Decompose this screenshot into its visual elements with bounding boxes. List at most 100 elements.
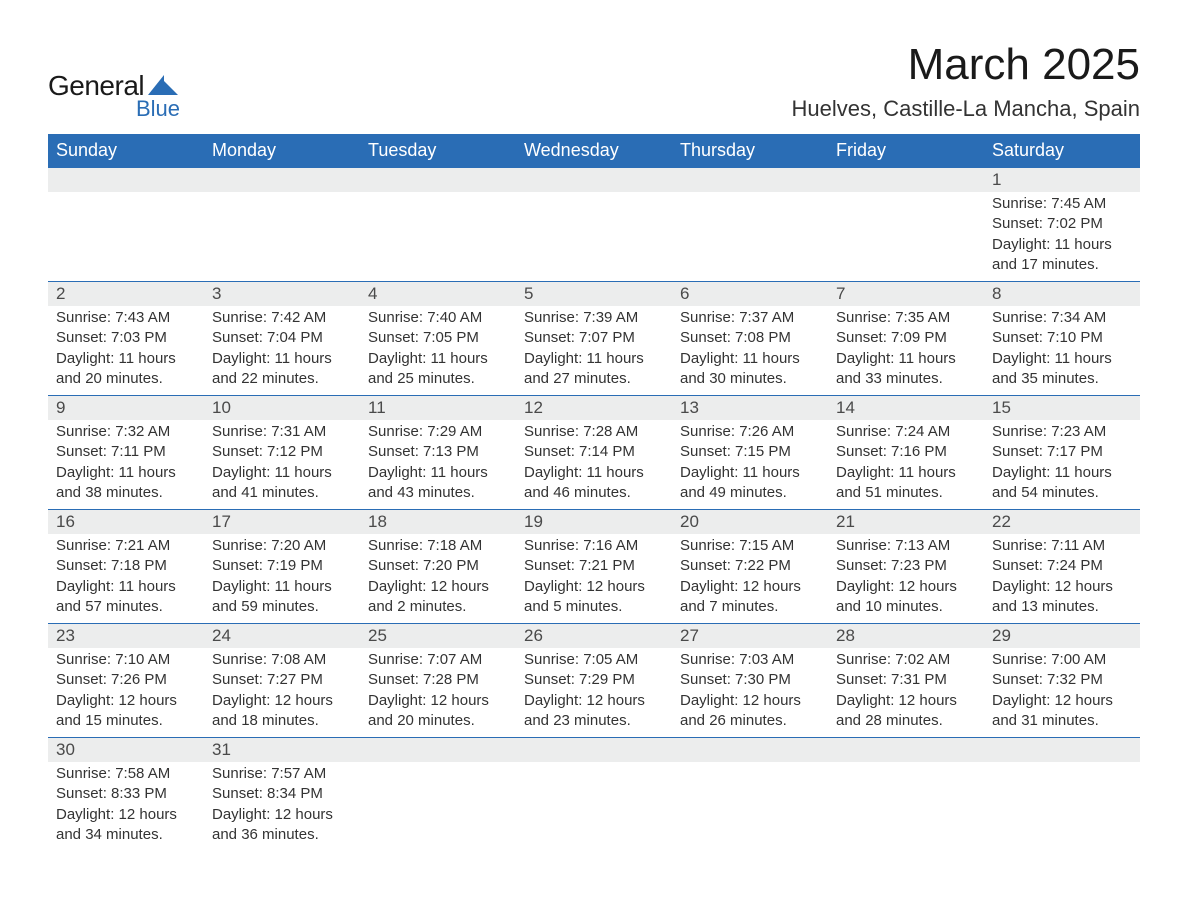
sunset-text: Sunset: 7:03 PM: [56, 328, 196, 348]
calendar-week-row: 16Sunrise: 7:21 AMSunset: 7:18 PMDayligh…: [48, 510, 1140, 624]
day-details: Sunrise: 7:45 AMSunset: 7:02 PMDaylight:…: [984, 192, 1140, 281]
calendar-cell: [828, 738, 984, 852]
logo-triangle-1: [148, 75, 164, 95]
day-details: Sunrise: 7:31 AMSunset: 7:12 PMDaylight:…: [204, 420, 360, 509]
day-details: Sunrise: 7:34 AMSunset: 7:10 PMDaylight:…: [984, 306, 1140, 395]
sunset-text: Sunset: 7:08 PM: [680, 328, 820, 348]
day-number: 23: [48, 624, 204, 648]
day-number: 19: [516, 510, 672, 534]
day-details: Sunrise: 7:13 AMSunset: 7:23 PMDaylight:…: [828, 534, 984, 623]
day-number: 11: [360, 396, 516, 420]
empty-day-header: [48, 168, 204, 192]
sunset-text: Sunset: 7:32 PM: [992, 670, 1132, 690]
day-details: Sunrise: 7:23 AMSunset: 7:17 PMDaylight:…: [984, 420, 1140, 509]
daylight-text: Daylight: 11 hours and 49 minutes.: [680, 463, 820, 504]
weekday-header: Saturday: [984, 134, 1140, 168]
day-number: 13: [672, 396, 828, 420]
day-details: Sunrise: 7:26 AMSunset: 7:15 PMDaylight:…: [672, 420, 828, 509]
day-details: Sunrise: 7:37 AMSunset: 7:08 PMDaylight:…: [672, 306, 828, 395]
day-details: Sunrise: 7:24 AMSunset: 7:16 PMDaylight:…: [828, 420, 984, 509]
day-number: 16: [48, 510, 204, 534]
sunset-text: Sunset: 7:19 PM: [212, 556, 352, 576]
calendar-cell: 22Sunrise: 7:11 AMSunset: 7:24 PMDayligh…: [984, 510, 1140, 624]
day-details: Sunrise: 7:35 AMSunset: 7:09 PMDaylight:…: [828, 306, 984, 395]
calendar-header-row: SundayMondayTuesdayWednesdayThursdayFrid…: [48, 134, 1140, 168]
calendar-cell: 3Sunrise: 7:42 AMSunset: 7:04 PMDaylight…: [204, 282, 360, 396]
daylight-text: Daylight: 12 hours and 34 minutes.: [56, 805, 196, 846]
calendar-cell: [828, 168, 984, 282]
daylight-text: Daylight: 11 hours and 17 minutes.: [992, 235, 1132, 276]
sunrise-text: Sunrise: 7:18 AM: [368, 536, 508, 556]
sunset-text: Sunset: 7:20 PM: [368, 556, 508, 576]
calendar-cell: [360, 738, 516, 852]
sunset-text: Sunset: 7:15 PM: [680, 442, 820, 462]
sunrise-text: Sunrise: 7:10 AM: [56, 650, 196, 670]
calendar-cell: [204, 168, 360, 282]
sunset-text: Sunset: 8:33 PM: [56, 784, 196, 804]
calendar-cell: [516, 738, 672, 852]
day-number: 2: [48, 282, 204, 306]
sunset-text: Sunset: 7:11 PM: [56, 442, 196, 462]
daylight-text: Daylight: 12 hours and 31 minutes.: [992, 691, 1132, 732]
calendar-cell: 19Sunrise: 7:16 AMSunset: 7:21 PMDayligh…: [516, 510, 672, 624]
sunrise-text: Sunrise: 7:35 AM: [836, 308, 976, 328]
sunset-text: Sunset: 7:17 PM: [992, 442, 1132, 462]
calendar-cell: 11Sunrise: 7:29 AMSunset: 7:13 PMDayligh…: [360, 396, 516, 510]
header: General Blue March 2025 Huelves, Castill…: [48, 40, 1140, 122]
daylight-text: Daylight: 12 hours and 26 minutes.: [680, 691, 820, 732]
sunset-text: Sunset: 7:24 PM: [992, 556, 1132, 576]
calendar-cell: 12Sunrise: 7:28 AMSunset: 7:14 PMDayligh…: [516, 396, 672, 510]
weekday-header: Friday: [828, 134, 984, 168]
sunrise-text: Sunrise: 7:03 AM: [680, 650, 820, 670]
day-number: 12: [516, 396, 672, 420]
logo: General Blue: [48, 40, 180, 122]
sunset-text: Sunset: 7:02 PM: [992, 214, 1132, 234]
sunrise-text: Sunrise: 7:16 AM: [524, 536, 664, 556]
calendar-cell: 25Sunrise: 7:07 AMSunset: 7:28 PMDayligh…: [360, 624, 516, 738]
sunset-text: Sunset: 7:30 PM: [680, 670, 820, 690]
day-number: 28: [828, 624, 984, 648]
sunset-text: Sunset: 7:12 PM: [212, 442, 352, 462]
day-details: Sunrise: 7:07 AMSunset: 7:28 PMDaylight:…: [360, 648, 516, 737]
day-number: 18: [360, 510, 516, 534]
day-details: Sunrise: 7:40 AMSunset: 7:05 PMDaylight:…: [360, 306, 516, 395]
calendar-cell: 6Sunrise: 7:37 AMSunset: 7:08 PMDaylight…: [672, 282, 828, 396]
page-title: March 2025: [791, 40, 1140, 90]
day-details: Sunrise: 7:43 AMSunset: 7:03 PMDaylight:…: [48, 306, 204, 395]
daylight-text: Daylight: 12 hours and 28 minutes.: [836, 691, 976, 732]
sunrise-text: Sunrise: 7:00 AM: [992, 650, 1132, 670]
logo-triangle-2: [164, 81, 178, 95]
empty-day-header: [360, 738, 516, 762]
calendar-body: 1Sunrise: 7:45 AMSunset: 7:02 PMDaylight…: [48, 168, 1140, 852]
weekday-header: Monday: [204, 134, 360, 168]
calendar-cell: 14Sunrise: 7:24 AMSunset: 7:16 PMDayligh…: [828, 396, 984, 510]
calendar-cell: 28Sunrise: 7:02 AMSunset: 7:31 PMDayligh…: [828, 624, 984, 738]
calendar-cell: 29Sunrise: 7:00 AMSunset: 7:32 PMDayligh…: [984, 624, 1140, 738]
sunrise-text: Sunrise: 7:26 AM: [680, 422, 820, 442]
day-details: Sunrise: 7:21 AMSunset: 7:18 PMDaylight:…: [48, 534, 204, 623]
calendar-cell: 7Sunrise: 7:35 AMSunset: 7:09 PMDaylight…: [828, 282, 984, 396]
sunset-text: Sunset: 7:31 PM: [836, 670, 976, 690]
sunset-text: Sunset: 7:10 PM: [992, 328, 1132, 348]
daylight-text: Daylight: 11 hours and 57 minutes.: [56, 577, 196, 618]
daylight-text: Daylight: 11 hours and 35 minutes.: [992, 349, 1132, 390]
daylight-text: Daylight: 12 hours and 5 minutes.: [524, 577, 664, 618]
day-details: Sunrise: 7:39 AMSunset: 7:07 PMDaylight:…: [516, 306, 672, 395]
sunrise-text: Sunrise: 7:57 AM: [212, 764, 352, 784]
day-number: 24: [204, 624, 360, 648]
sunrise-text: Sunrise: 7:08 AM: [212, 650, 352, 670]
sunrise-text: Sunrise: 7:11 AM: [992, 536, 1132, 556]
daylight-text: Daylight: 12 hours and 13 minutes.: [992, 577, 1132, 618]
empty-day-header: [828, 738, 984, 762]
calendar-cell: 5Sunrise: 7:39 AMSunset: 7:07 PMDaylight…: [516, 282, 672, 396]
day-number: 31: [204, 738, 360, 762]
daylight-text: Daylight: 11 hours and 25 minutes.: [368, 349, 508, 390]
sunrise-text: Sunrise: 7:13 AM: [836, 536, 976, 556]
sunrise-text: Sunrise: 7:42 AM: [212, 308, 352, 328]
day-details: Sunrise: 7:15 AMSunset: 7:22 PMDaylight:…: [672, 534, 828, 623]
sunset-text: Sunset: 7:16 PM: [836, 442, 976, 462]
sunrise-text: Sunrise: 7:39 AM: [524, 308, 664, 328]
calendar-cell: 13Sunrise: 7:26 AMSunset: 7:15 PMDayligh…: [672, 396, 828, 510]
calendar-week-row: 30Sunrise: 7:58 AMSunset: 8:33 PMDayligh…: [48, 738, 1140, 852]
day-number: 5: [516, 282, 672, 306]
